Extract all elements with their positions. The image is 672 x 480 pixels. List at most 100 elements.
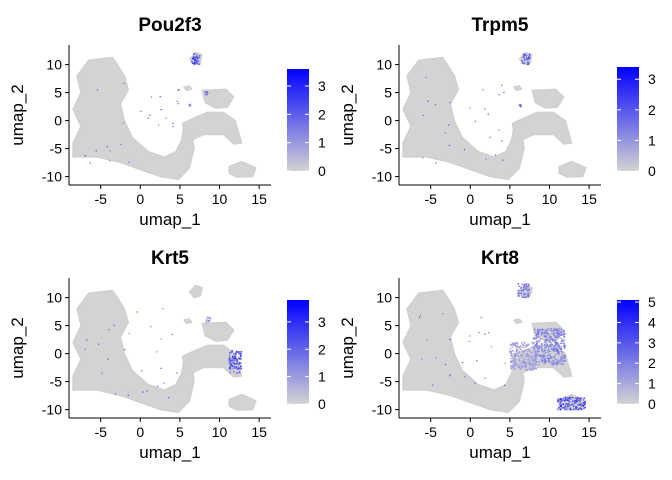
colorbar-tick-label: 2 <box>318 341 326 357</box>
expressing-cell-point <box>526 368 529 371</box>
feature-plot-4: Krt8 -5 0 5 10 15 -10 -5 0 5 10 umap_1 umap_2 0 1 2 3 4 5 <box>338 248 656 462</box>
expressing-cell-point <box>539 338 542 341</box>
expressing-cell-point <box>550 327 552 330</box>
expressing-cell-point <box>548 337 551 340</box>
expressing-cell-point <box>462 361 464 364</box>
expressing-cell-point <box>163 382 165 384</box>
expressing-cell-point <box>517 295 520 297</box>
expressing-cell-point <box>501 140 503 142</box>
expressing-cell-point <box>572 408 575 411</box>
expressing-cell-point <box>520 365 523 367</box>
expressing-cell-point <box>564 333 566 335</box>
expressing-cell-point <box>444 132 447 134</box>
expressing-cell-point <box>494 154 497 156</box>
x-axis-title: umap_1 <box>469 443 530 462</box>
expressing-cell-point <box>422 157 424 159</box>
expressing-cell-point <box>537 328 539 331</box>
cell-points <box>72 51 257 180</box>
expressing-cell-point <box>533 341 536 344</box>
expressing-cell-point <box>553 347 556 349</box>
expressing-cell-point <box>536 341 539 343</box>
expressing-cell-point <box>197 63 199 66</box>
expressing-cell-point <box>516 342 519 344</box>
expressing-cell-point <box>523 286 525 289</box>
expressing-cell-point <box>536 363 539 366</box>
expressing-cell-point <box>531 346 534 349</box>
expressing-cell-point <box>535 367 538 370</box>
expressing-cell-point <box>546 337 549 339</box>
expressing-cell-point <box>533 354 535 357</box>
expressing-cell-point <box>160 367 162 369</box>
plot-title: Krt5 <box>151 248 189 269</box>
expressing-cell-point <box>238 364 240 366</box>
expressing-cell-point <box>567 397 570 400</box>
expressing-cell-point <box>584 400 586 403</box>
expressing-cell-point <box>84 348 86 350</box>
expressing-cell-point <box>96 89 99 91</box>
expressing-cell-point <box>558 335 560 338</box>
expressing-cell-point <box>239 362 242 365</box>
expressing-cell-point <box>523 288 526 291</box>
colorbar-tick-label: 1 <box>318 135 326 151</box>
expressing-cell-point <box>526 61 529 63</box>
expressing-cell-point <box>570 404 572 406</box>
expressing-cell-point <box>548 357 550 359</box>
expressing-cell-point <box>519 104 522 106</box>
expressing-cell-point <box>206 316 209 319</box>
feature-plot-3: Krt5 -5 0 5 10 15 -10 -5 0 5 10 umap_1 umap_2 0 1 2 3 <box>8 248 326 462</box>
expressing-cell-point <box>536 353 539 356</box>
expressing-cell-point <box>484 333 486 335</box>
expressing-cell-point <box>229 351 231 354</box>
expressing-cell-point <box>516 348 518 351</box>
expressing-cell-point <box>240 365 242 368</box>
expressing-cell-point <box>522 349 524 352</box>
x-tick-label: 15 <box>251 424 267 440</box>
expressing-cell-point <box>556 360 559 363</box>
cell-cluster-tinyUpper <box>183 318 193 324</box>
expressing-cell-point <box>168 397 170 399</box>
expressing-cell-point <box>545 331 548 334</box>
expressing-cell-point <box>523 296 526 299</box>
expressing-cell-point <box>536 354 538 357</box>
y-tick-label: 10 <box>376 290 392 306</box>
expressing-cell-point <box>122 122 124 124</box>
expressing-cell-point <box>195 60 198 62</box>
expressing-cell-point <box>84 155 87 157</box>
y-axis-title: umap_2 <box>338 317 357 378</box>
expressing-cell-point <box>528 53 531 56</box>
expressing-cell-point <box>468 340 470 343</box>
expressing-cell-point <box>525 362 527 365</box>
expressing-cell-point <box>561 406 564 409</box>
expressing-cell-point <box>537 345 540 348</box>
expressing-cell-point <box>580 404 583 407</box>
y-tick-label: -5 <box>50 141 63 157</box>
expressing-cell-point <box>526 290 529 292</box>
expressing-cell-point <box>441 313 444 315</box>
expressing-cell-point <box>235 372 238 374</box>
expressing-cell-point <box>520 289 523 292</box>
expressing-cell-point <box>548 346 550 349</box>
expressing-cell-point <box>557 362 560 365</box>
expressing-cell-point <box>532 362 535 365</box>
expressing-cell-point <box>540 358 543 361</box>
y-tick-label: 5 <box>384 318 392 334</box>
expressing-cell-point <box>568 407 571 410</box>
x-tick-label: -5 <box>424 424 437 440</box>
expressing-cell-point <box>519 360 521 362</box>
expressing-cell-point <box>528 55 531 57</box>
x-tick-label: 5 <box>176 191 184 207</box>
expressing-cell-point <box>207 320 210 323</box>
cell-cluster-bottomDots <box>457 155 466 162</box>
expressing-cell-point <box>580 408 583 411</box>
expressing-cell-point <box>573 399 576 402</box>
expressing-cell-point <box>553 350 555 353</box>
expressing-cell-point <box>562 397 565 400</box>
expressing-cell-point <box>533 347 536 350</box>
expressing-cell-point <box>523 341 526 344</box>
expressing-cell-point <box>485 158 487 160</box>
expressing-cell-point <box>584 403 586 406</box>
expressing-cell-point <box>523 293 526 296</box>
expressing-cell-point <box>567 402 570 405</box>
expressing-cell-point <box>515 350 517 353</box>
expressing-cell-point <box>95 150 97 152</box>
